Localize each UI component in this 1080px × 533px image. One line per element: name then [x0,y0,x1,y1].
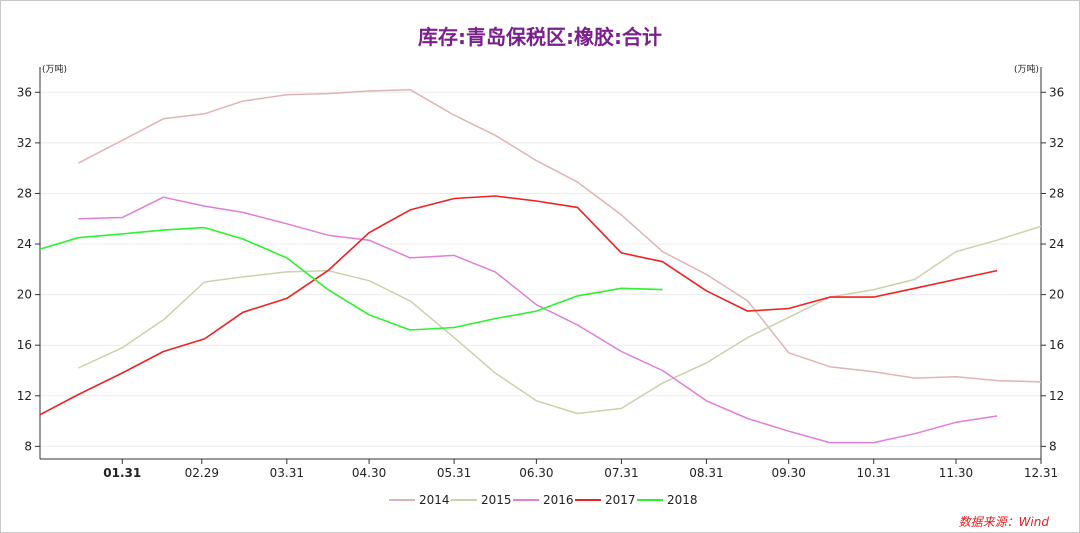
series-line-2014 [78,89,1042,383]
y-tick-label-left: 16 [17,338,32,352]
y-tick-label-left: 24 [17,237,32,251]
x-tick-label: 01.31 [103,466,141,480]
y-tick-label-right: 24 [1049,237,1064,251]
legend-label-2018: 2018 [667,493,698,507]
series-line-2016 [78,196,998,444]
x-tick-label: 05.31 [437,466,471,480]
source-note: 数据来源：Wind [958,515,1049,529]
y-tick-label-left: 8 [24,439,32,453]
legend-label-2014: 2014 [419,493,450,507]
series-line-2015 [78,225,1042,415]
y-tick-label-left: 12 [17,389,32,403]
x-tick-label: 12.31 [1024,466,1058,480]
x-tick-label: 07.31 [604,466,638,480]
chart-title: 库存:青岛保税区:橡胶:合计 [418,25,662,49]
y-tick-label-left: 28 [17,186,32,200]
x-tick-label: 06.30 [519,466,553,480]
x-tick-label: 08.31 [689,466,723,480]
y-tick-label-left: 20 [17,288,32,302]
y-tick-label-right: 16 [1049,338,1064,352]
x-tick-label: 11.30 [939,466,973,480]
y-tick-label-right: 12 [1049,389,1064,403]
y-tick-label-right: 28 [1049,186,1064,200]
y-unit-left: (万吨) [42,63,67,75]
legend-label-2015: 2015 [481,493,512,507]
series-line-2017 [39,195,998,416]
legend-label-2016: 2016 [543,493,574,507]
x-tick-label: 09.30 [772,466,806,480]
y-tick-label-right: 36 [1049,85,1064,99]
x-tick-label: 04.30 [352,466,386,480]
y-tick-label-left: 36 [17,85,32,99]
y-tick-label-right: 8 [1049,439,1057,453]
legend-label-2017: 2017 [605,493,636,507]
series-line-2018 [39,226,663,331]
y-tick-label-left: 32 [17,136,32,150]
y-tick-label-right: 32 [1049,136,1064,150]
y-unit-right: (万吨) [1014,63,1039,75]
x-tick-label: 03.31 [270,466,304,480]
y-tick-label-right: 20 [1049,288,1064,302]
x-tick-label: 02.29 [185,466,219,480]
x-tick-label: 10.31 [857,466,891,480]
